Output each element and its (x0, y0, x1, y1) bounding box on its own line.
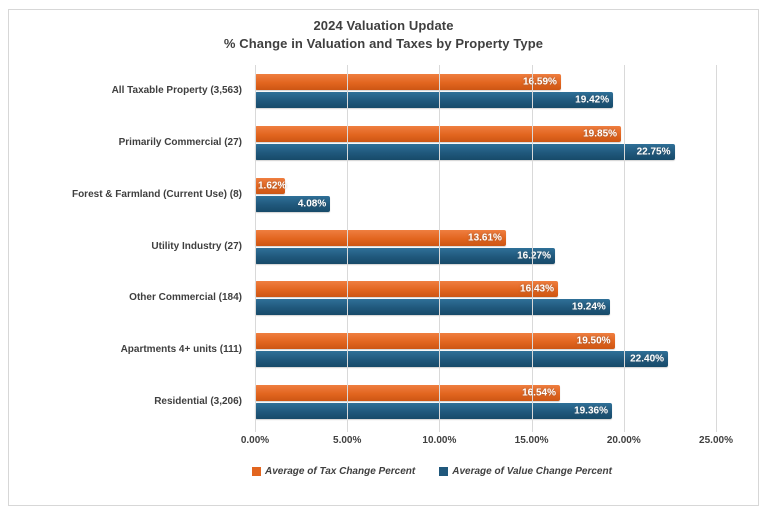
legend: Average of Tax Change Percent Average of… (252, 466, 612, 477)
category-axis: All Taxable Property (3,563) Primarily Co… (10, 65, 250, 428)
value-bar: 16.27% (255, 247, 556, 264)
category-label: Residential (3,206) (154, 396, 242, 408)
bar-value-label: 22.75% (636, 146, 671, 158)
tax-bar: 13.61% (255, 229, 506, 246)
category-label: Primarily Commercial (27) (118, 136, 242, 148)
category-label: Utility Industry (27) (151, 240, 242, 252)
chart-title: 2024 Valuation Update (313, 18, 454, 33)
bar-value-label: 13.61% (468, 232, 502, 243)
bar-value-label: 19.50% (576, 335, 611, 347)
category-label: Forest & Farmland (Current Use) (8) (71, 188, 242, 200)
tax-bar: 1.62% (255, 177, 287, 194)
tax-bar: 16.54% (255, 385, 560, 402)
bar-row: 19.85% 22.75% (255, 117, 716, 169)
x-axis-tick-label: 15.00% (514, 435, 549, 446)
bar-value-label: 19.42% (575, 94, 610, 106)
gridline (716, 65, 717, 432)
bar-value-label: 22.40% (630, 353, 665, 365)
gridline (347, 65, 349, 432)
value-bar: 19.42% (255, 91, 614, 108)
gridline (255, 65, 256, 432)
x-axis-tick-label: 5.00% (333, 435, 362, 446)
bar-value-label: 19.36% (574, 405, 608, 417)
bar-row: 16.54% 19.36% (255, 376, 716, 428)
bar-value-label: 1.62% (258, 180, 287, 192)
category-label: Apartments 4+ units (111) (120, 344, 242, 356)
bar-value-label: 19.24% (571, 301, 606, 313)
bar-value-label: 16.43% (520, 283, 554, 295)
value-bar: 19.36% (255, 403, 612, 420)
chart-title-block: 2024 Valuation Update % Change in Valuat… (9, 17, 758, 53)
legend-item-value: Average of Value Change Percent (439, 466, 612, 477)
tax-bar: 19.85% (255, 125, 622, 142)
value-series-swatch-icon (439, 467, 449, 476)
x-axis-tick-label: 20.00% (606, 435, 641, 446)
value-bar: 22.40% (255, 351, 669, 368)
bar-value-label: 16.59% (522, 76, 557, 88)
legend-label-value: Average of Value Change Percent (452, 466, 612, 477)
bar-value-label: 16.27% (517, 250, 552, 261)
tax-bar: 16.59% (255, 73, 561, 90)
gridline (439, 65, 441, 432)
legend-item-tax: Average of Tax Change Percent (252, 466, 415, 477)
x-axis-tick-label: 25.00% (699, 435, 733, 446)
plot-area: 16.59% 19.42% 19.85% 22.75% 1.62% 4.08% 13.61%… (255, 65, 717, 432)
gridline (531, 65, 533, 432)
bar-value-label: 16.54% (522, 387, 556, 399)
bar-value-label: 19.85% (583, 128, 618, 140)
bar-row: 19.50% 22.40% (255, 324, 716, 376)
x-axis: 0.00% 5.00% 10.00% 15.00% 20.00% 25.00% (241, 435, 733, 449)
value-bar: 19.24% (255, 299, 610, 316)
tax-bar: 16.43% (255, 281, 558, 298)
bar-rows: 16.59% 19.42% 19.85% 22.75% 1.62% 4.08% 13.61%… (255, 65, 716, 428)
x-axis-tick-label: 10.00% (422, 435, 457, 446)
category-label: All Taxable Property (3,563) (111, 84, 242, 96)
bar-row: 13.61% 16.27% (255, 221, 716, 273)
x-axis-tick-label: 0.00% (240, 435, 270, 446)
bar-value-label: 4.08% (297, 198, 327, 210)
tax-series-swatch-icon (252, 467, 261, 476)
gridline (623, 65, 625, 432)
value-bar: 4.08% (255, 195, 331, 212)
bar-row: 16.43% 19.24% (255, 272, 716, 324)
value-bar: 22.75% (255, 143, 675, 160)
tax-bar: 19.50% (255, 333, 615, 350)
legend-label-tax: Average of Tax Change Percent (265, 466, 416, 477)
bar-row: 16.59% 19.42% (255, 65, 716, 117)
chart-frame: 2024 Valuation Update % Change in Valuat… (8, 9, 759, 506)
bar-row: 1.62% 4.08% (255, 169, 716, 221)
chart-subtitle: % Change in Valuation and Taxes by Prope… (223, 36, 544, 51)
category-label: Other Commercial (184) (129, 292, 242, 304)
